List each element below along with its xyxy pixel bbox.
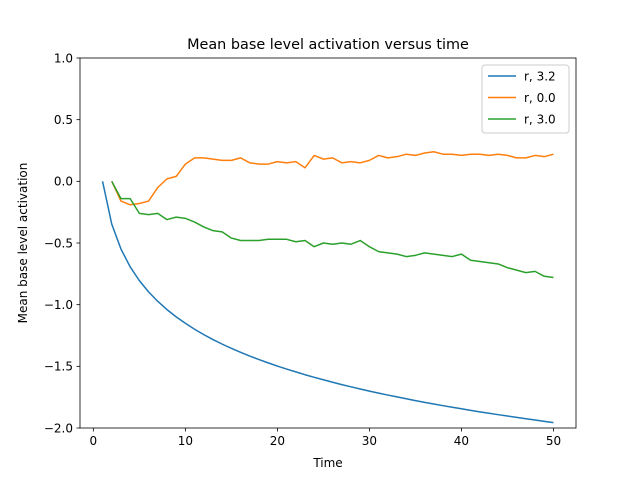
y-tick-label: −2.0 [44,421,73,435]
x-tick-label: 50 [546,434,561,448]
y-tick-label: 0.0 [54,175,73,189]
y-tick-label: 0.5 [54,113,73,127]
x-axis-label: Time [312,456,342,470]
x-tick-label: 0 [90,434,98,448]
series-line-2 [111,180,554,279]
y-tick-label: −1.5 [44,360,73,374]
x-tick-label: 10 [178,434,193,448]
legend: r, 3.2 r, 0.0 r, 3.0 [481,64,570,134]
legend-label: r, 3.2 [524,70,556,84]
legend-label: r, 0.0 [524,91,556,105]
y-tick-label: 1.0 [54,51,73,65]
y-tick-label: −1.0 [44,298,73,312]
x-axis-ticks: 0 10 20 30 40 50 [90,428,561,448]
series-lines [101,150,554,424]
series-line-0 [101,181,554,424]
y-tick-label: −0.5 [44,236,73,250]
legend-box [481,64,570,134]
series-line-1 [111,150,554,206]
x-tick-label: 40 [454,434,469,448]
y-axis-ticks: 1.0 0.5 0.0 −0.5 −1.0 −1.5 −2.0 [44,51,80,435]
x-tick-label: 20 [270,434,285,448]
y-axis-label: Mean base level activation [16,163,30,324]
legend-label: r, 3.0 [524,113,556,127]
chart-title: Mean base level activation versus time [187,37,469,53]
x-tick-label: 30 [362,434,377,448]
